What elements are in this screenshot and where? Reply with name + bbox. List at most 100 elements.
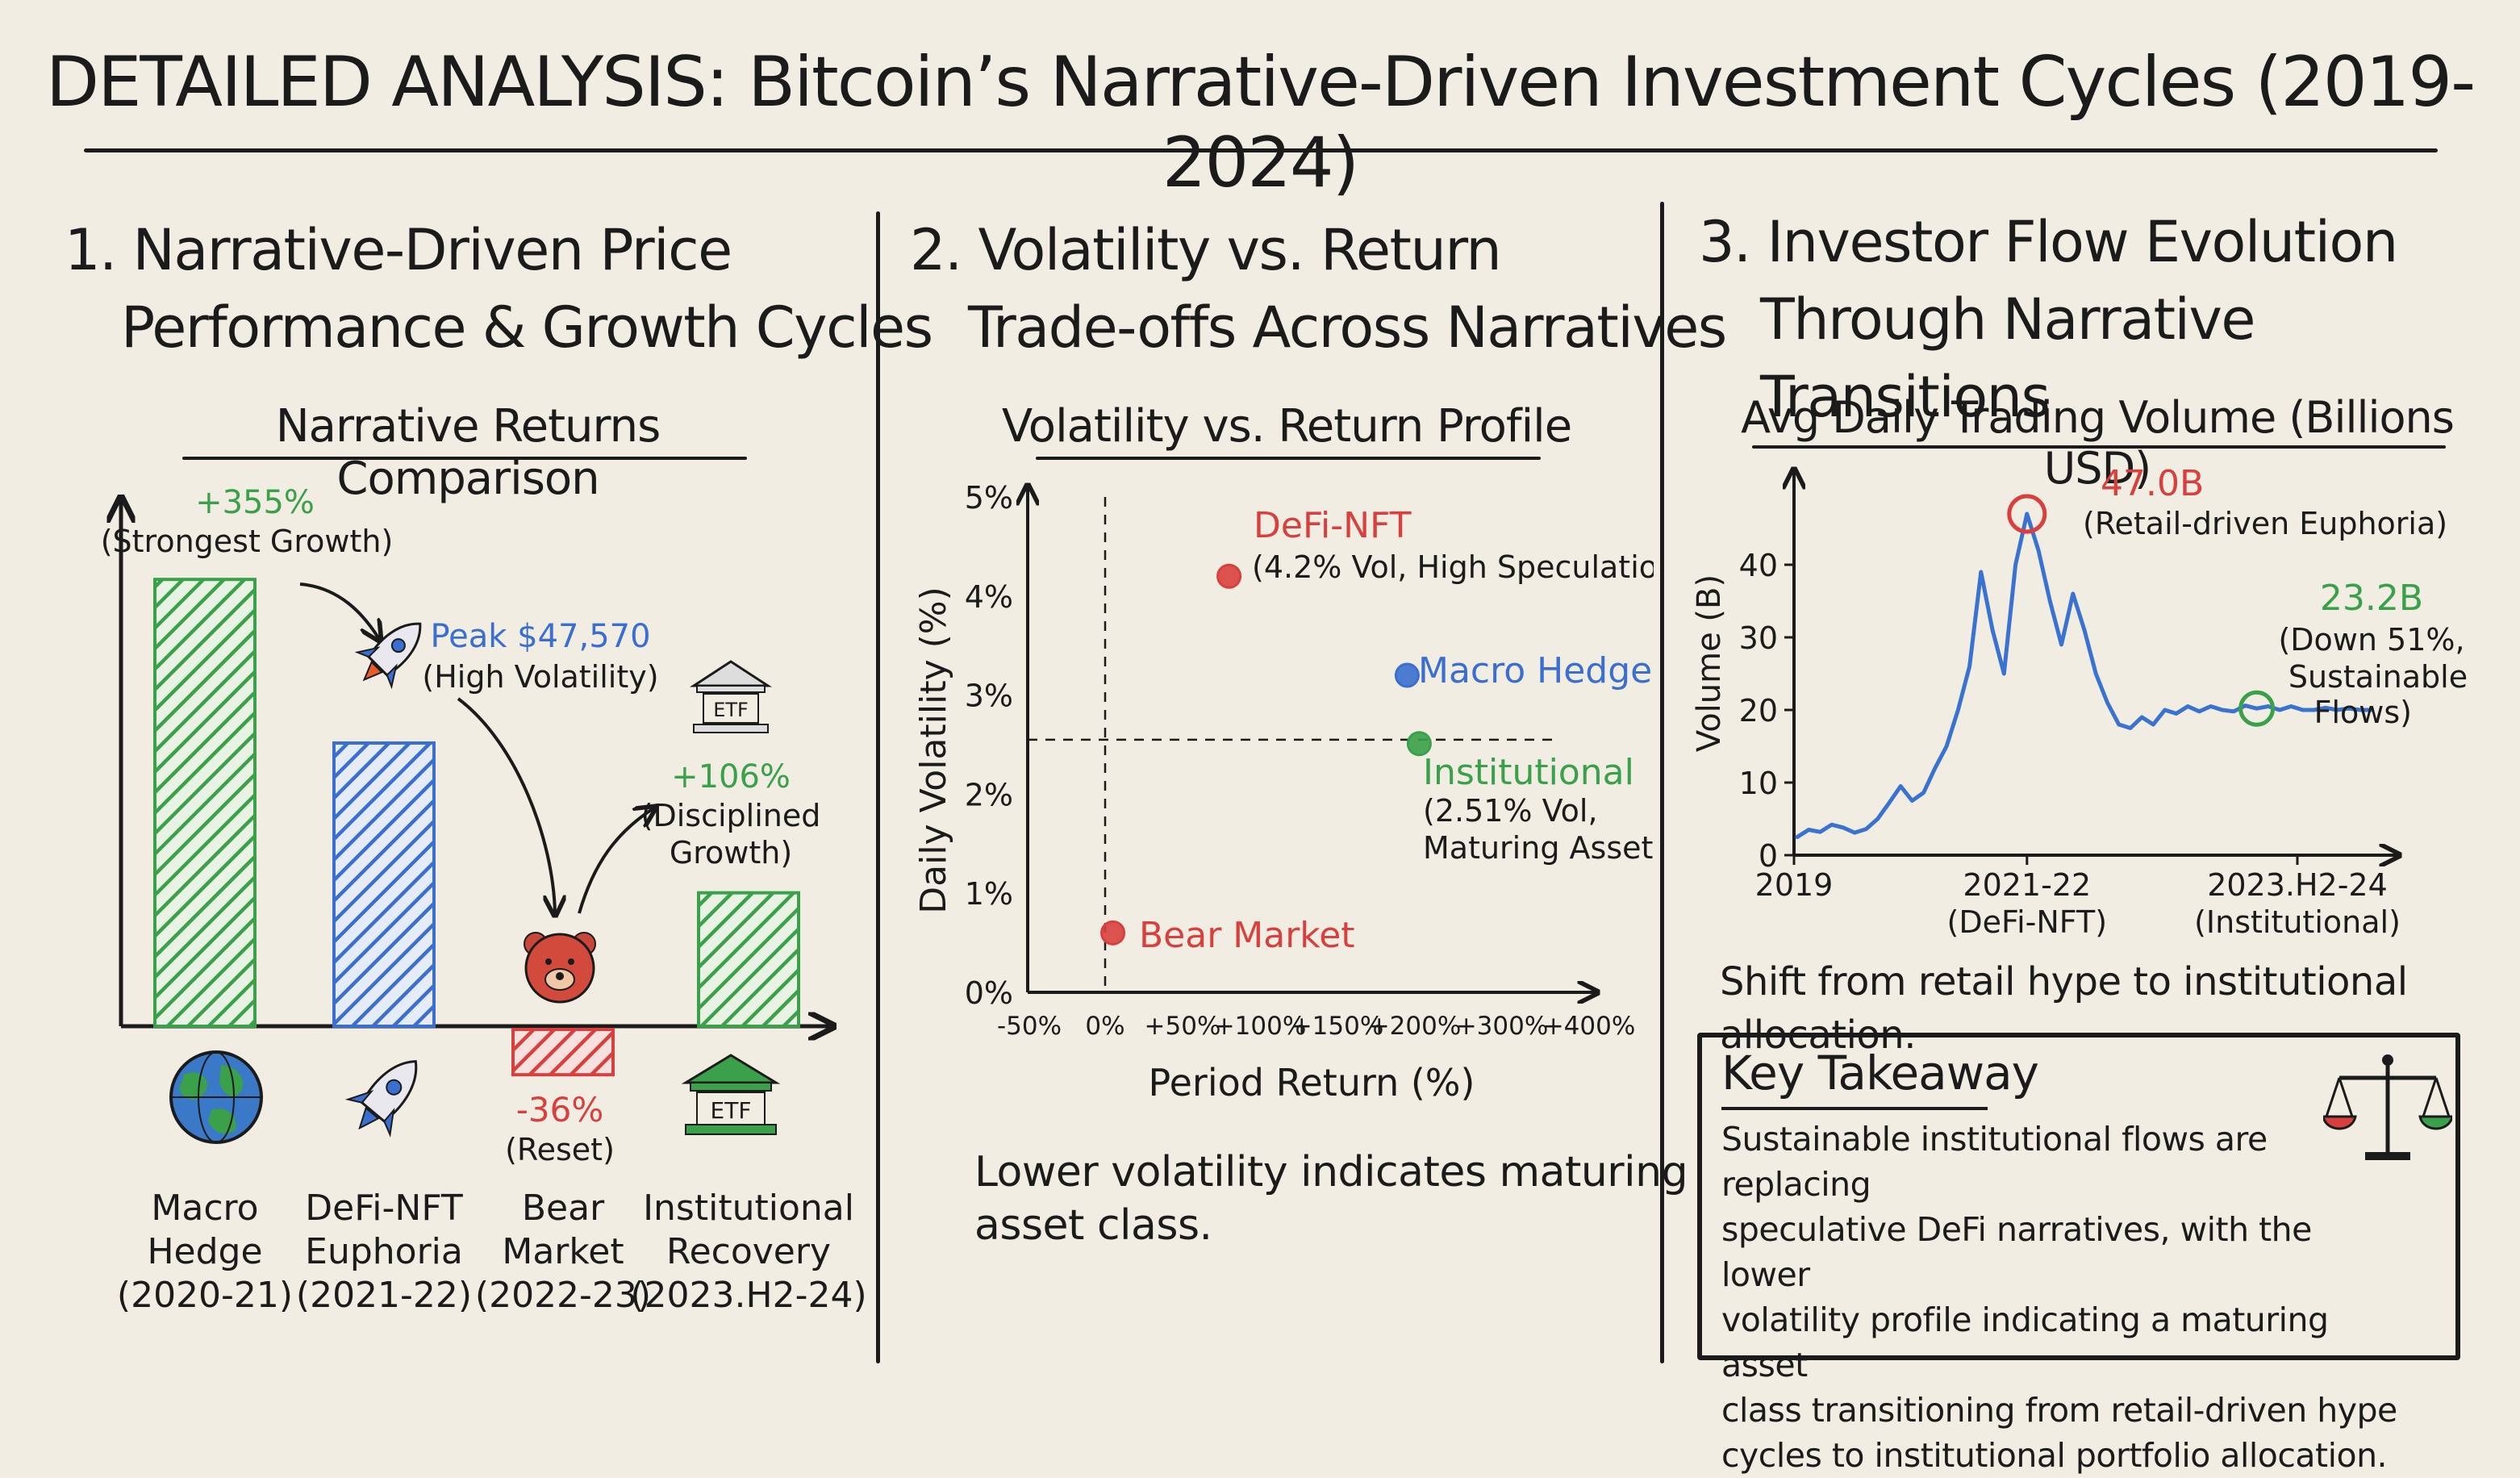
current-marker: [2238, 690, 2276, 727]
line-y-tick: 10: [1739, 766, 1778, 801]
section-divider-1: [876, 211, 880, 1363]
category-label-defi: DeFi-NFT Euphoria (2021-22): [296, 1188, 472, 1316]
key-takeaway-line-1: Sustainable institutional flows are repl…: [1721, 1120, 2268, 1204]
line-x-tick-sub: (Institutional): [2194, 904, 2401, 940]
bar-annotation-bear-value: -36%: [516, 1090, 604, 1129]
scatter-x-tick: -50%: [997, 1012, 1062, 1041]
category-label-defi-2: Euphoria: [305, 1231, 463, 1272]
current-callout-value: 23.2B: [2320, 578, 2423, 619]
section-2-heading-line2: Trade-offs Across Narratives: [968, 294, 1727, 361]
scatter-x-tick: +100%: [1214, 1012, 1307, 1041]
section-2-heading: 2. Volatility vs. Return Trade-offs Acro…: [910, 211, 1727, 366]
line-y-tick: 0: [1759, 838, 1778, 874]
line-caption: Shift from retail hype to institutional …: [1720, 959, 2408, 1058]
scatter-caption: Lower volatility indicates maturing asse…: [974, 1146, 1688, 1252]
scatter-x-tick: +150%: [1291, 1012, 1384, 1041]
category-label-macro-2: Hedge: [147, 1231, 262, 1272]
scatter-caption-line2: asset class.: [974, 1201, 1212, 1250]
scatter-point-2: [1406, 731, 1432, 757]
category-label-inst: Institutional Recovery (2023.H2-24): [630, 1188, 866, 1316]
section-3-heading-line1: 3. Investor Flow Evolution: [1699, 209, 2398, 275]
section-divider-2: [1660, 202, 1664, 1363]
scatter-y-tick: 5%: [965, 480, 1013, 516]
volume-line-chart: 0 10 20 30 40 2019 2021-22(DeFi-NFT) 2023.H2-2…: [1691, 463, 2468, 940]
bar-annotation-inst-note-1: (Disciplined: [641, 798, 821, 833]
scatter-x-tick: +50%: [1145, 1012, 1221, 1041]
category-label-bear-3: (2022-23): [475, 1275, 651, 1316]
chart-1-title: Narrative Returns Comparison: [275, 400, 661, 505]
globe-icon: [169, 1050, 263, 1144]
current-callout-note-3: Flows): [2314, 695, 2412, 730]
volume-series-line: [1795, 511, 2374, 839]
arrow-macro-to-defi: [299, 582, 379, 639]
scatter-point-3: [1100, 920, 1126, 946]
etf-label-top: ETF: [713, 699, 749, 721]
bar-2: [511, 1028, 615, 1077]
scatter-caption-line1: Lower volatility indicates maturing: [974, 1148, 1688, 1196]
category-label-macro: Macro Hedge (2020-21): [117, 1188, 293, 1316]
key-takeaway-line-4: class transitioning from retail-driven h…: [1721, 1391, 2397, 1430]
scatter-y-tick: 0%: [965, 975, 1013, 1011]
scales-icon: [2323, 1054, 2452, 1160]
scatter-x-axis-label: Period Return (%): [1149, 1061, 1475, 1104]
line-y-tick: 20: [1739, 693, 1778, 729]
etf-bank-icon: ETF: [689, 660, 773, 733]
bar-annotation-macro-value: +355%: [195, 484, 315, 521]
point-note-inst-1: (2.51% Vol,: [1423, 793, 1598, 829]
scatter-y-axis-label: Daily Volatility (%): [913, 587, 954, 913]
line-x-tick: 2021-22: [1963, 867, 2091, 903]
section-1-heading-line1: 1. Narrative-Driven Price: [65, 217, 732, 283]
point-label-bear: Bear Market: [1139, 915, 1355, 956]
current-callout-note-2: Sustainable: [2288, 659, 2468, 695]
section-3-heading: 3. Investor Flow Evolution Through Narra…: [1699, 203, 2520, 436]
category-label-macro-3: (2020-21): [117, 1275, 293, 1316]
arrow-defi-to-bear: [457, 697, 555, 913]
scatter-y-tick: 1%: [965, 876, 1013, 912]
scatter-point-0: [1216, 563, 1242, 589]
returns-bar-chart: +355% (Strongest Growth) Peak $47,570 (H…: [101, 484, 867, 1316]
point-label-inst: Institutional: [1423, 752, 1634, 793]
category-label-bear-1: Bear: [522, 1188, 605, 1229]
key-takeaway-title: Key Takeaway: [1721, 1046, 2039, 1100]
section-3-heading-line2: Through Narrative Transitions: [1760, 286, 2255, 430]
bar-0: [153, 578, 257, 1028]
current-callout-note-1: (Down 51%,: [2278, 622, 2464, 658]
category-label-defi-1: DeFi-NFT: [305, 1188, 463, 1229]
scatter-x-tick: +200%: [1369, 1012, 1462, 1041]
key-takeaway-underline: [1721, 1107, 1988, 1110]
scatter-x-tick: +300%: [1456, 1012, 1549, 1041]
category-label-inst-3: (2023.H2-24): [630, 1275, 866, 1316]
rocket-icon: [354, 622, 422, 690]
key-takeaway-line-2: speculative DeFi narratives, with the lo…: [1721, 1210, 2312, 1294]
point-note-inst-2: Maturing Asset): [1423, 830, 1654, 866]
section-1-heading: 1. Narrative-Driven Price Performance & …: [65, 211, 933, 366]
line-x-tick: 2023.H2-24: [2207, 867, 2388, 903]
scatter-point-1: [1394, 662, 1420, 688]
scatter-y-tick: 4%: [965, 579, 1013, 615]
point-note-defi: (4.2% Vol, High Speculation): [1252, 549, 1654, 585]
category-label-defi-3: (2021-22): [296, 1275, 472, 1316]
chart-2-title: Volatility vs. Return Profile: [1001, 400, 1572, 453]
line-y-tick: 40: [1739, 548, 1778, 583]
section-2-heading-line1: 2. Volatility vs. Return: [910, 217, 1502, 283]
chart-1-title-underline: [182, 457, 747, 460]
scatter-x-tick: 0%: [1085, 1012, 1124, 1041]
scatter-y-tick: 2%: [965, 777, 1013, 812]
bar-annotation-inst-note-2: Growth): [670, 835, 792, 871]
bar-annotation-macro-note: (Strongest Growth): [101, 524, 394, 559]
scatter-y-tick: 3%: [965, 678, 1013, 714]
rocket-icon: [344, 1060, 418, 1138]
category-label-bear-2: Market: [502, 1231, 624, 1272]
point-label-macro: Macro Hedge: [1418, 650, 1652, 691]
peak-callout-note: (Retail-driven Euphoria): [2083, 506, 2447, 541]
scatter-x-tick: +400%: [1543, 1012, 1636, 1041]
line-x-tick: 2019: [1755, 867, 1834, 903]
title-underline: [84, 148, 2438, 152]
bar-annotation-bear-note: (Reset): [505, 1132, 615, 1167]
key-takeaway-line-5: cycles to institutional portfolio alloca…: [1721, 1436, 2388, 1475]
etf-bank-icon: ETF: [681, 1054, 781, 1135]
key-takeaway-text: Sustainable institutional flows are repl…: [1721, 1117, 2399, 1478]
category-label-inst-2: Recovery: [666, 1231, 831, 1272]
bar-annotation-defi-note: (High Volatility): [422, 659, 658, 695]
peak-marker: [2007, 494, 2047, 534]
